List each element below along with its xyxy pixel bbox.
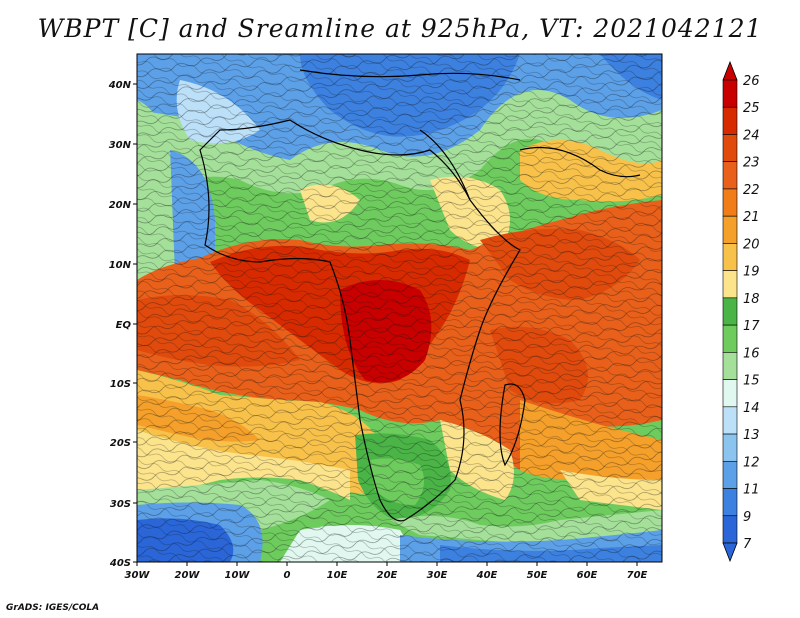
lon-label: 20W: [175, 570, 201, 581]
lon-labels: 30W 20W 10W 0 10E 20E 30E 40E 50E 60E 70…: [125, 570, 648, 581]
map-frame: [136, 53, 663, 563]
lat-ticks: [133, 83, 137, 563]
colorbar-swatch: [722, 488, 738, 517]
colorbar-label: 23: [743, 156, 760, 171]
map-panel: [137, 54, 662, 562]
colorbar-swatch: [722, 515, 738, 544]
lon-label: 70E: [627, 570, 648, 581]
lon-label: 10E: [327, 570, 348, 581]
colorbar-swatch: [722, 243, 738, 271]
lat-label: 30N: [109, 140, 132, 151]
lon-label: 30E: [427, 570, 448, 581]
chart-title: WBPT [C] and Sreamline at 925hPa, VT: 20…: [37, 14, 763, 43]
lon-label: 0: [284, 570, 291, 581]
colorbar-label: 20: [743, 237, 760, 252]
lon-label: 20E: [377, 570, 398, 581]
colorbar-bottom-arrow: [722, 542, 738, 563]
lon-label: 50E: [527, 570, 548, 581]
lat-label: 20S: [110, 438, 131, 449]
colorbar-swatch: [722, 134, 738, 163]
coastline: [199, 69, 641, 522]
colorbar-label: 12: [743, 455, 760, 470]
lon-ticks: [136, 562, 638, 566]
lat-label: 40N: [108, 80, 132, 91]
colorbar-swatch: [722, 433, 738, 462]
colorbar-swatch: [722, 188, 738, 217]
colorbar-top-arrow: [722, 60, 738, 81]
colorbar-swatch: [722, 106, 738, 135]
colorbar-swatch: [722, 79, 738, 108]
lat-label: 10N: [109, 260, 132, 271]
colorbar-label: 22: [743, 183, 760, 198]
lat-label: 40S: [109, 558, 131, 569]
lat-label: 20N: [109, 200, 132, 211]
lon-label: 60E: [577, 570, 598, 581]
lat-label: 10S: [110, 379, 131, 390]
colorbar-swatch: [722, 297, 738, 326]
colorbar-label: 21: [743, 210, 760, 225]
colorbar-label: 25: [743, 101, 760, 116]
colorbar-label: 18: [743, 292, 760, 307]
colorbar-swatch: [722, 215, 738, 244]
colorbar-label: 24: [743, 128, 760, 143]
grads-credit: GrADS: IGES/COLA: [6, 603, 100, 613]
colorbar-swatch: [722, 460, 738, 489]
lon-label: 30W: [125, 570, 151, 581]
colorbar-label: 14: [743, 401, 760, 416]
colorbar-label: 17: [743, 319, 760, 334]
colorbar-label: 7: [743, 537, 752, 552]
lon-label: 10W: [225, 570, 251, 581]
colorbar-swatch: [722, 161, 738, 190]
colorbar-swatch: [722, 324, 738, 353]
colorbar-label: 26: [743, 74, 760, 89]
colorbar-swatch: [722, 379, 738, 408]
colorbar-label: 16: [743, 346, 760, 361]
colorbar: 26 25 24 23 22 21 20 19 18 17 16 15 14 13 12 11 9 7: [722, 60, 760, 563]
colorbar-swatch: [722, 352, 738, 380]
colorbar-swatch: [722, 406, 738, 435]
lat-labels: 40N 30N 20N 10N EQ 10S 20S 30S 40S: [108, 80, 132, 569]
lon-label: 40E: [476, 570, 498, 581]
lat-label: 30S: [110, 499, 131, 510]
colorbar-swatch: [722, 270, 738, 299]
colorbar-label: 13: [743, 428, 760, 443]
colorbar-label: 9: [743, 510, 751, 525]
colorbar-label: 11: [743, 483, 760, 498]
lat-label: EQ: [116, 320, 132, 331]
colorbar-label: 19: [743, 265, 760, 280]
colorbar-label: 15: [743, 374, 760, 389]
